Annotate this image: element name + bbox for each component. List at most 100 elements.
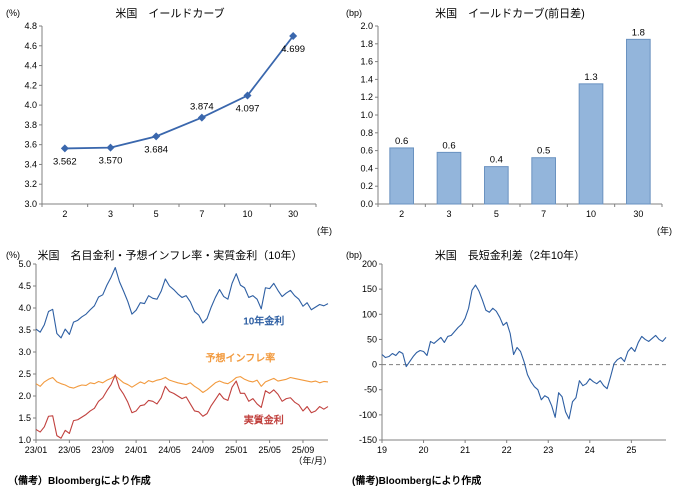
svg-text:3.562: 3.562 [53, 156, 77, 167]
svg-text:23: 23 [543, 445, 553, 455]
svg-text:2.5: 2.5 [18, 369, 31, 379]
svg-text:25/05: 25/05 [258, 445, 281, 455]
svg-text:(年): (年) [657, 225, 672, 236]
svg-text:1.2: 1.2 [360, 92, 373, 102]
svg-text:5.0: 5.0 [18, 259, 31, 269]
svg-text:4.2: 4.2 [24, 80, 37, 90]
svg-text:4.699: 4.699 [281, 44, 305, 55]
svg-text:0.6: 0.6 [360, 146, 373, 156]
svg-text:0.5: 0.5 [537, 146, 550, 157]
svg-text:4.6: 4.6 [24, 41, 37, 51]
svg-text:3.684: 3.684 [144, 144, 168, 155]
svg-text:23/01: 23/01 [25, 445, 48, 455]
svg-text:1.4: 1.4 [360, 74, 373, 84]
svg-text:(年): (年) [317, 225, 332, 236]
svg-text:23/05: 23/05 [58, 445, 81, 455]
svg-text:0.0: 0.0 [360, 199, 373, 209]
svg-text:3.8: 3.8 [24, 120, 37, 130]
svg-text:0.6: 0.6 [395, 136, 408, 147]
svg-text:2: 2 [62, 209, 67, 219]
svg-text:3.2: 3.2 [24, 179, 37, 189]
chart-us-yield-curve: 米国 イールドカーブ 3.0 3.2 3.4 3.6 3.8 4.0 4.2 4.4 4.6 4.… [2, 2, 338, 240]
svg-text:5: 5 [494, 209, 499, 219]
svg-text:50: 50 [367, 334, 377, 344]
svg-text:-150: -150 [359, 435, 377, 445]
source-note-right: (備考)Bloombergにより作成 [352, 476, 482, 487]
svg-text:25: 25 [626, 445, 636, 455]
svg-text:2.0: 2.0 [360, 21, 373, 31]
svg-text:3.570: 3.570 [99, 156, 123, 167]
svg-text:23/09: 23/09 [91, 445, 114, 455]
svg-text:(%): (%) [6, 250, 20, 260]
svg-text:3.874: 3.874 [190, 102, 214, 113]
svg-text:19: 19 [377, 445, 387, 455]
svg-text:150: 150 [362, 284, 377, 294]
svg-text:24/05: 24/05 [158, 445, 181, 455]
svg-text:25/01: 25/01 [225, 445, 248, 455]
svg-text:30: 30 [633, 209, 643, 219]
svg-text:0.4: 0.4 [360, 163, 373, 173]
svg-text:4.0: 4.0 [24, 100, 37, 110]
svg-text:100: 100 [362, 309, 377, 319]
svg-text:24/09: 24/09 [192, 445, 215, 455]
svg-text:7: 7 [541, 209, 546, 219]
svg-text:0.8: 0.8 [360, 128, 373, 138]
svg-text:4.5: 4.5 [18, 281, 31, 291]
svg-text:3: 3 [108, 209, 113, 219]
svg-text:0.6: 0.6 [442, 140, 455, 151]
svg-text:2: 2 [399, 209, 404, 219]
svg-text:1.5: 1.5 [18, 413, 31, 423]
svg-text:4.8: 4.8 [24, 21, 37, 31]
svg-text:1.8: 1.8 [632, 27, 645, 38]
svg-text:5: 5 [154, 209, 159, 219]
svg-text:4.097: 4.097 [236, 104, 260, 115]
svg-text:3.4: 3.4 [24, 159, 37, 169]
svg-text:1.3: 1.3 [584, 72, 597, 83]
svg-text:0.4: 0.4 [490, 155, 503, 166]
yield-curve-plot: 3.0 3.2 3.4 3.6 3.8 4.0 4.2 4.4 4.6 4.8 (%) (年) 2 3 5 7… [6, 8, 332, 236]
svg-text:3.0: 3.0 [24, 199, 37, 209]
svg-text:3: 3 [446, 209, 451, 219]
svg-text:1.6: 1.6 [360, 57, 373, 67]
svg-text:200: 200 [362, 259, 377, 269]
svg-text:3.0: 3.0 [18, 347, 31, 357]
svg-text:24: 24 [585, 445, 595, 455]
chart-title-rates-10y: 米国 名目金利・予想インフレ率・実質金利（10年） [37, 250, 303, 262]
svg-text:0: 0 [372, 360, 377, 370]
spread-2s10s-plot: -150 -100 -50 0 50 100 150 200(bp) 19 20 21 22 23 24 2… [346, 250, 667, 455]
svg-text:21: 21 [460, 445, 470, 455]
svg-text:10年金利: 10年金利 [243, 315, 284, 328]
svg-text:7: 7 [199, 209, 204, 219]
yield-curve-change-plot: 0.0 0.2 0.4 0.6 0.8 1.0 1.2 1.4 1.6 1.8 2.0 (bp) (年)… [346, 8, 672, 236]
svg-text:10: 10 [586, 209, 596, 219]
svg-text:3.6: 3.6 [24, 140, 37, 150]
svg-text:2.0: 2.0 [18, 391, 31, 401]
chart-us-2s10s-spread: 米国 長短金利差（2年10年） -150 -100 -50 0 50 100 150 200(… [342, 244, 678, 470]
svg-text:-100: -100 [359, 410, 377, 420]
chart-us-yield-curve-change: 米国 イールドカーブ(前日差) 0.0 0.2 0.4 0.6 0.8 1.0 1.2 1.4… [342, 2, 678, 240]
rates-10y-plot: 1.0 1.5 2.0 2.5 3.0 3.5 4.0 4.5 5.0(%) （年/月） 23/01… [6, 250, 332, 466]
svg-text:(bp): (bp) [346, 8, 362, 18]
svg-text:1.0: 1.0 [360, 110, 373, 120]
svg-text:30: 30 [288, 209, 298, 219]
svg-text:(%): (%) [6, 8, 20, 18]
svg-text:0.2: 0.2 [360, 181, 373, 191]
svg-text:20: 20 [419, 445, 429, 455]
svg-text:(bp): (bp) [346, 250, 362, 260]
svg-text:-50: -50 [364, 385, 377, 395]
svg-text:4.4: 4.4 [24, 61, 37, 71]
svg-text:（年/月）: （年/月） [293, 455, 332, 466]
svg-text:10: 10 [242, 209, 252, 219]
chart-us-rates-10y: 米国 名目金利・予想インフレ率・実質金利（10年） 1.0 1.5 2.0 2.5 3.… [2, 244, 338, 470]
chart-title-2s10s-spread: 米国 長短金利差（2年10年） [434, 250, 586, 262]
svg-text:実質金利: 実質金利 [244, 413, 284, 426]
chart-title-yield-curve-change: 米国 イールドカーブ(前日差) [435, 8, 585, 20]
svg-text:1.0: 1.0 [18, 435, 31, 445]
source-note-left: （備考）Bloombergにより作成 [8, 476, 151, 487]
svg-text:予想インフレ率: 予想インフレ率 [206, 352, 276, 365]
chart-title-yield-curve: 米国 イールドカーブ [115, 8, 225, 20]
svg-text:25/09: 25/09 [292, 445, 315, 455]
svg-text:4.0: 4.0 [18, 303, 31, 313]
svg-text:1.8: 1.8 [360, 39, 373, 49]
